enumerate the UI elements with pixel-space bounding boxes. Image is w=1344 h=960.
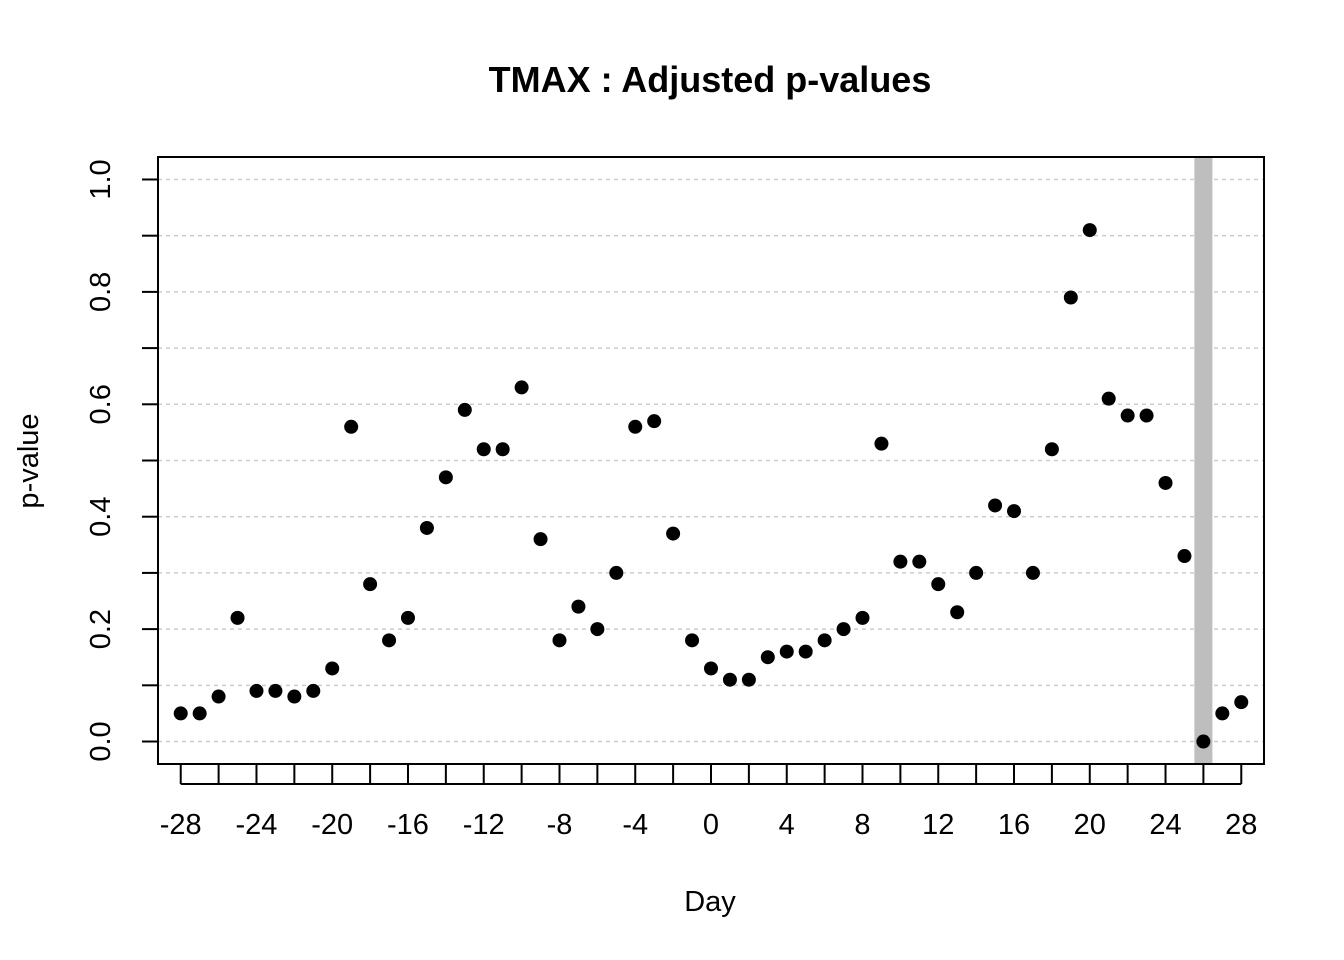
data-point [249,683,264,698]
highlight-band [1194,157,1213,764]
data-point [1196,734,1211,749]
x-tick-label: -24 [236,809,278,841]
highlight-layer [1194,157,1213,764]
x-tick-label: 12 [922,809,954,841]
x-tick-label: -16 [387,809,429,841]
data-point [268,683,283,698]
data-point [647,414,662,429]
data-point [571,599,586,614]
data-point [1215,706,1230,721]
data-point [912,554,927,569]
data-point [192,706,207,721]
data-point [1234,695,1249,710]
y-tick-label: 0.4 [85,497,117,537]
y-tick-label: 0.2 [85,609,117,649]
data-point [893,554,908,569]
data-point [1082,223,1097,238]
data-point [1177,549,1192,564]
grid-lines [158,178,1264,743]
data-point [590,622,605,637]
data-point [1025,565,1040,580]
data-point [988,498,1003,513]
data-point [382,633,397,648]
data-point [855,610,870,625]
y-tick-label: 0.6 [85,384,117,424]
y-tick-label: 0.8 [85,272,117,312]
data-point [1120,408,1135,423]
data-point [1044,442,1059,457]
x-tick-label: -20 [311,809,353,841]
chart-title: TMAX : Adjusted p-values [489,59,932,100]
data-point [704,661,718,676]
x-tick-label: 28 [1225,809,1257,841]
data-points [173,223,1249,749]
x-axis-label: Day [684,886,736,918]
data-point [438,470,453,485]
x-tick-label: 8 [854,809,870,841]
y-tick-label: 1.0 [85,159,117,199]
data-point [211,689,226,704]
data-point [287,689,302,704]
data-point [363,577,378,592]
data-point [552,633,567,648]
data-point [817,633,832,648]
y-axis-label: p-value [13,413,45,508]
x-tick-label: -4 [622,809,648,841]
data-point [969,565,984,580]
x-tick-label: 16 [998,809,1030,841]
x-tick-label: 4 [779,809,795,841]
data-point [779,644,794,659]
data-point [836,622,851,637]
data-point [325,661,340,676]
x-tick-label: -28 [160,809,202,841]
x-axis: -28 -24 -20 -16 -12 -8 -4 0 4 8 12 16 20 24 28 [160,764,1257,841]
data-point [931,577,946,592]
data-point [950,605,965,620]
data-point [1139,408,1154,423]
data-point [306,683,321,698]
data-point [760,650,775,665]
data-point [457,402,472,417]
data-point [514,380,529,395]
x-tick-label: 20 [1074,809,1106,841]
data-point [798,644,813,659]
data-point [1063,290,1078,305]
y-tick-label: 0.0 [85,721,117,761]
y-axis: 0.0 0.2 0.4 0.6 0.8 1.0 [85,159,159,762]
data-point [722,672,737,687]
data-point [874,436,889,451]
data-point [400,610,415,625]
data-point [476,442,491,457]
data-point [230,610,245,625]
x-tick-label: 24 [1149,809,1181,841]
data-point [173,706,188,721]
data-point [1007,504,1022,519]
data-point [495,442,510,457]
x-tick-label: -8 [547,809,573,841]
data-point [419,520,434,535]
data-point [533,532,548,547]
x-tick-label: 0 [703,809,719,841]
x-tick-label: -12 [463,809,505,841]
data-point [666,526,681,541]
data-point [741,672,756,687]
data-point [1101,391,1116,406]
data-point [685,633,700,648]
data-point [1158,475,1173,490]
data-point [628,419,643,434]
data-point [609,565,624,580]
data-point [344,419,359,434]
